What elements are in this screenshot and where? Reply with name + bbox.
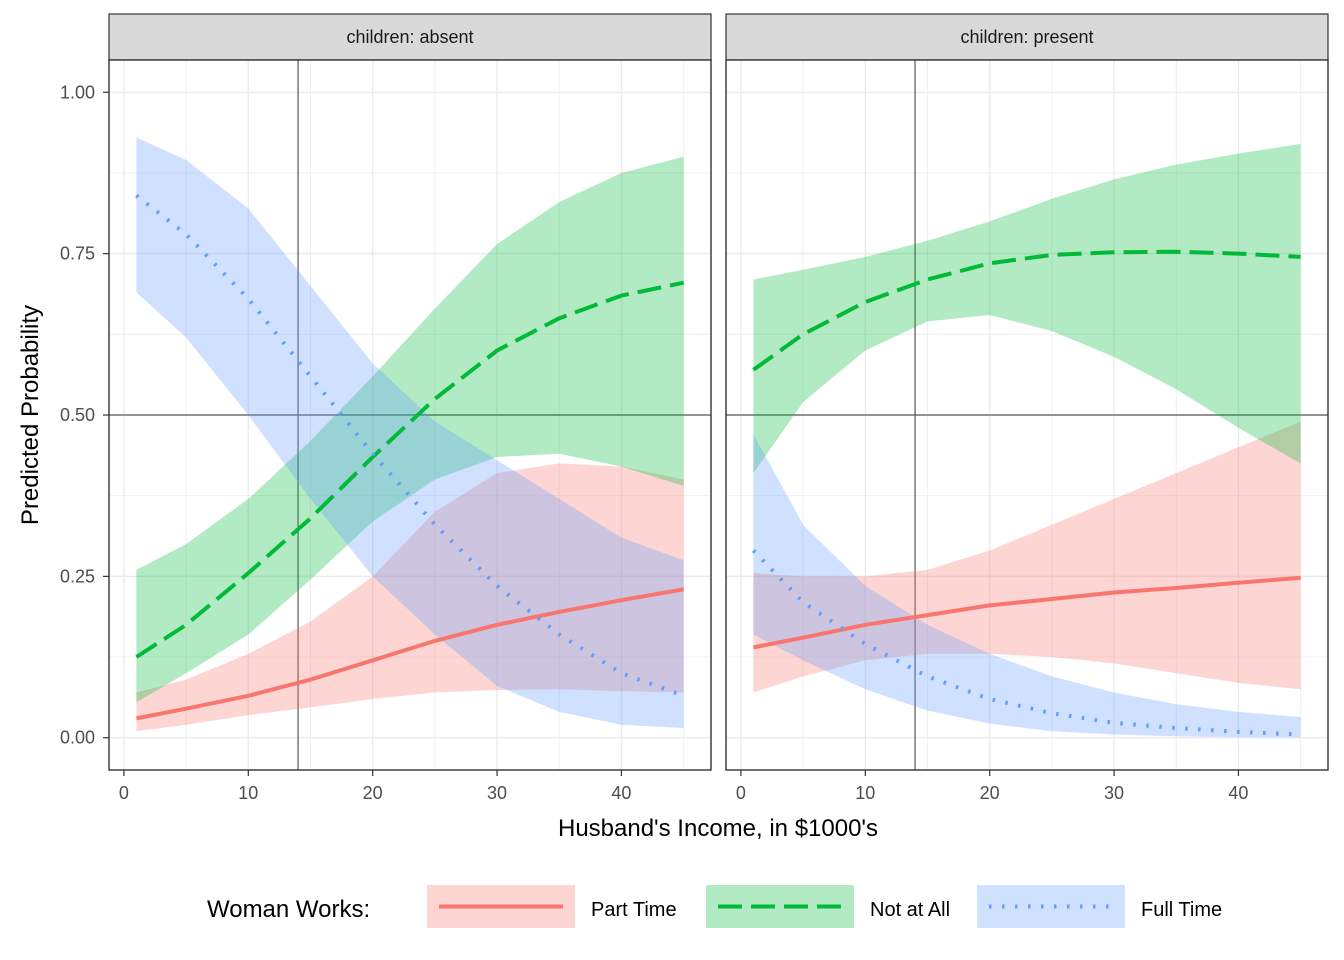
panel-1: children: absent 0 10 20 30 40 0.00 0.25 0.50 0.7… [60, 13, 712, 803]
panel-2: children: present 0 10 20 30 40 [725, 13, 1329, 803]
y-tick-label: 0.25 [60, 566, 95, 586]
x-tick-label: 10 [238, 783, 258, 803]
series-line-not-at-all [135, 280, 685, 659]
series-line-part-time [753, 575, 1301, 650]
legend-keys: Part Time Not at All Full Time [427, 885, 1222, 928]
legend-key-not-at-all: Not at All [706, 885, 950, 928]
x-tick-label: 10 [855, 783, 875, 803]
series-line-part-time [136, 587, 684, 721]
legend: Woman Works: Part Time Not at All Full Tim… [207, 885, 1222, 928]
x-tick-label: 40 [1228, 783, 1248, 803]
confidence-band-part-time [136, 463, 684, 732]
legend-label: Full Time [1141, 899, 1222, 921]
confidence-band-not-at-all [753, 143, 1301, 474]
x-tick-label: 20 [980, 783, 1000, 803]
y-tick-label: 0.75 [60, 244, 95, 264]
facet-strip [725, 13, 1329, 61]
panel-border [725, 59, 1329, 771]
facet-strip-label: children: present [960, 27, 1093, 47]
panels-layer: children: absent 0 10 20 30 40 0.00 0.25 0.50 0.7… [60, 13, 1329, 803]
x-tick-label: 20 [363, 783, 383, 803]
legend-title: Woman Works: [207, 896, 370, 923]
legend-key-swatch [977, 885, 1125, 928]
x-tick-label: 30 [1104, 783, 1124, 803]
legend-key-part-time: Part Time [427, 885, 677, 928]
y-tick-label: 1.00 [60, 82, 95, 102]
x-tick-label: 0 [119, 783, 129, 803]
legend-key-full-time: Full Time [977, 885, 1222, 928]
x-tick-label: 30 [487, 783, 507, 803]
x-axis-title: Husband's Income, in $1000's [558, 815, 878, 842]
legend-label: Not at All [870, 899, 950, 921]
x-tick-label: 40 [611, 783, 631, 803]
facet-strip-label: children: absent [346, 27, 473, 47]
confidence-band-part-time [753, 421, 1301, 693]
y-tick-label: 0.50 [60, 405, 95, 425]
confidence-band-not-at-all [136, 156, 684, 703]
y-tick-label: 0.00 [60, 728, 95, 748]
series-line-not-at-all [752, 249, 1301, 372]
legend-label: Part Time [591, 899, 677, 921]
facet-strip [108, 13, 712, 61]
confidence-band-full-time [136, 137, 684, 728]
confidence-band-full-time [753, 434, 1301, 738]
x-tick-label: 0 [736, 783, 746, 803]
y-axis-title: Predicted Probability [17, 305, 44, 525]
